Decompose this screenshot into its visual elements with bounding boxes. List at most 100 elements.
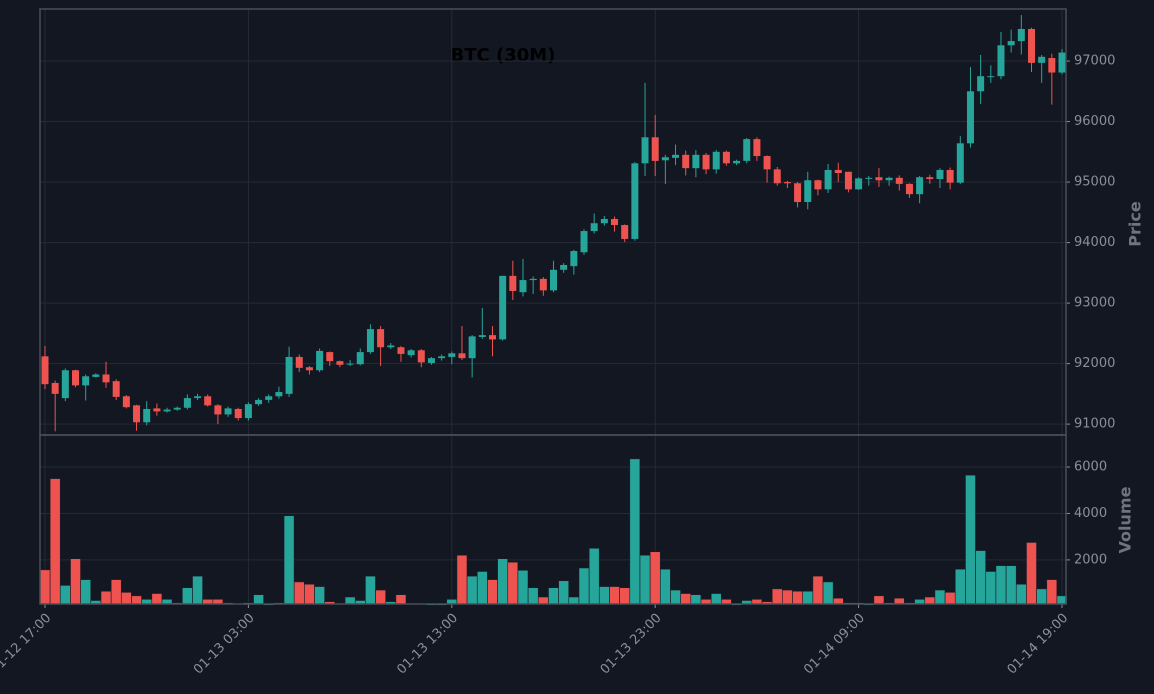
candle-body (366, 329, 374, 353)
volume-bar (639, 555, 651, 605)
volume-bar (477, 571, 488, 605)
volume-bar (649, 551, 661, 605)
volume-bar (873, 595, 885, 605)
candle-body (265, 396, 273, 400)
candle-body (92, 374, 100, 377)
candle-body (814, 180, 822, 190)
candle-body (672, 154, 680, 158)
volume-tick-label: 2000 (1074, 552, 1107, 567)
volume-bar (812, 575, 824, 605)
volume-bar (792, 590, 803, 605)
volume-bar (924, 596, 936, 605)
candle-body (804, 180, 812, 203)
candle-body (458, 353, 466, 359)
candle-body (112, 381, 120, 397)
volume-bar (365, 575, 376, 605)
candle-body (956, 143, 964, 183)
volume-bar (690, 594, 702, 605)
volume-bar (822, 581, 834, 605)
volume-bar (395, 594, 407, 605)
candle-body (41, 356, 49, 385)
volume-bar (965, 474, 976, 605)
volume-bar (294, 581, 305, 605)
candle-body (244, 404, 252, 419)
candle-body (783, 182, 791, 184)
candle-body (234, 408, 242, 419)
candle-body (417, 350, 425, 363)
volume-bar (538, 596, 549, 605)
candle-body (661, 157, 669, 161)
candle-body (255, 399, 263, 405)
candle-body (82, 376, 90, 386)
candle-body (1048, 58, 1056, 73)
volume-tick-label: 4000 (1074, 506, 1107, 521)
candle-body (895, 177, 903, 184)
candle-body (387, 345, 395, 348)
candle-body (865, 177, 873, 179)
volume-bar (192, 575, 203, 605)
y-tick-label: 91000 (1074, 417, 1115, 432)
volume-bar (314, 586, 325, 605)
volume-bar (599, 586, 610, 605)
candle-body (600, 218, 608, 224)
candle-body (275, 392, 283, 397)
candle-body (641, 137, 649, 164)
volume-bar (121, 592, 132, 605)
candle-body (72, 370, 80, 386)
candle-body (1007, 41, 1015, 46)
candle-body (560, 264, 568, 270)
volume-bar (771, 588, 783, 605)
volume-bar (558, 580, 569, 605)
candle-body (326, 352, 334, 362)
volume-bar (833, 597, 844, 605)
y-tick-label: 95000 (1074, 175, 1115, 190)
candle-body (122, 396, 130, 408)
volume-bar (344, 596, 356, 605)
volume-bar (151, 593, 163, 605)
volume-bar (975, 550, 986, 605)
candle-body (539, 278, 547, 291)
volume-bar (60, 585, 71, 605)
volume-bar (1005, 565, 1017, 605)
candle-body (183, 398, 191, 408)
y-tick-label: 97000 (1074, 54, 1115, 69)
volume-bar (1046, 579, 1058, 605)
candle-body (468, 336, 476, 359)
volume-bar (466, 575, 478, 605)
candle-body (407, 350, 415, 356)
y-tick-label: 94000 (1074, 235, 1115, 250)
volume-bar (304, 584, 315, 605)
volume-bar (995, 565, 1007, 605)
candle-body (905, 183, 913, 195)
candle-body (926, 177, 934, 180)
volume-bar (578, 567, 590, 605)
volume-bar (507, 561, 519, 605)
volume-bar (375, 589, 386, 605)
volume-bar (548, 587, 559, 605)
candle-body (194, 396, 202, 399)
candle-body (550, 269, 557, 291)
candle-body (173, 407, 181, 410)
candle-body (753, 139, 761, 157)
volume-bar (456, 555, 468, 605)
y-tick-label: 96000 (1074, 114, 1115, 129)
candle-body (1058, 52, 1066, 73)
volume-bar (588, 548, 600, 605)
volume-bar (1026, 542, 1037, 605)
candle-body (1017, 28, 1025, 42)
volume-bar (253, 594, 264, 605)
candle-body (316, 350, 324, 371)
candle-body (631, 163, 639, 239)
candle-body (61, 370, 69, 399)
candle-body (509, 275, 517, 291)
volume-frame (39, 434, 1067, 605)
volume-bar (1016, 584, 1027, 605)
candle-body (488, 335, 496, 340)
volume-bar (802, 590, 813, 605)
candle-body (824, 169, 832, 190)
candle-body (580, 231, 588, 253)
candle-body (285, 356, 293, 394)
candle-body (427, 358, 435, 363)
candle-body (773, 169, 781, 184)
